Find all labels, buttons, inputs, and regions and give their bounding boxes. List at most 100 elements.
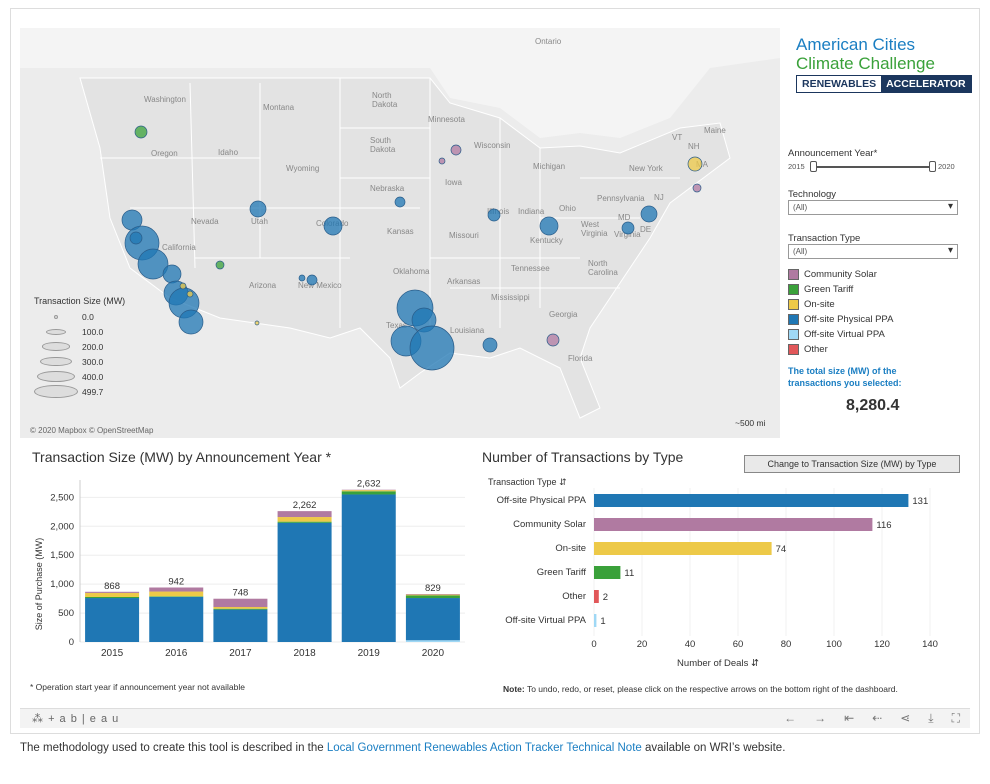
map-bubble[interactable] [306,274,318,286]
bar-segment[interactable] [85,596,140,599]
map-bubble[interactable] [178,309,204,335]
bar-segment[interactable] [85,591,140,593]
bar-chart-title: Transaction Size (MW) by Announcement Ye… [32,449,332,465]
bar-segment[interactable] [405,594,460,596]
year-slider[interactable]: 2015 2020 [788,159,968,175]
bar-segment[interactable] [405,640,460,642]
map-bubble[interactable] [249,200,267,218]
map-bubble[interactable] [179,282,187,290]
map-bubble[interactable] [546,333,560,347]
bar-segment[interactable] [149,596,204,597]
map-bubble[interactable] [186,290,194,298]
bar-segment[interactable] [213,598,268,607]
undo-icon[interactable]: ← [784,711,797,725]
legend-item[interactable]: Community Solar [788,269,968,280]
legend-item[interactable]: Off-site Virtual PPA [788,329,968,340]
bar-segment[interactable] [149,596,204,642]
bar-segment[interactable] [405,598,460,641]
map-label-new-mexico: New Mexico [298,281,342,290]
year-slider-max-handle[interactable] [929,161,936,172]
fullscreen-icon[interactable]: ⛶ [951,711,960,725]
map-bubble[interactable] [687,156,703,172]
map-canvas[interactable]: Ontario Washington Montana North Dakota Minne… [20,28,780,438]
bar-segment[interactable] [213,606,268,609]
hbar[interactable] [594,590,599,603]
bar-segment[interactable] [213,609,268,642]
bar-segment[interactable] [149,587,204,592]
bar-segment[interactable] [213,608,268,610]
redo-icon[interactable]: → [814,711,827,725]
map-label-california: California [162,243,196,252]
x-tick-label: 2020 [422,648,445,659]
change-chart-button[interactable]: Change to Transaction Size (MW) by Type [744,455,960,473]
map-label-wyoming: Wyoming [286,164,319,173]
total-label: The total size (MW) of the transactions … [788,366,902,388]
pause-icon[interactable]: ⇠ [872,711,883,725]
legend-item[interactable]: Green Tariff [788,284,968,295]
map-bubble[interactable] [450,144,462,156]
map-bubble[interactable] [438,157,446,165]
bar-segment[interactable] [277,522,332,642]
bar-segment[interactable] [85,592,140,597]
hbar-value-label: 74 [776,544,787,555]
map-bubble[interactable] [298,274,306,282]
bar-segment[interactable] [341,491,396,495]
map-bubble[interactable] [129,231,143,245]
hbar[interactable] [594,566,621,579]
map-bubble[interactable] [482,337,498,353]
map-label-florida: Florida [568,354,593,363]
hbar[interactable] [594,518,873,531]
map-bubble[interactable] [215,260,225,270]
map-bubble[interactable] [323,216,343,236]
map-label-utah: Utah [251,217,268,226]
map-bubble[interactable] [621,221,635,235]
footer-text-before: The methodology used to create this tool… [20,742,327,754]
bar-segment[interactable] [85,598,140,642]
x-tick-label: 60 [733,639,744,650]
transactions-map[interactable]: Ontario Washington Montana North Dakota Minne… [20,28,780,438]
legend-item[interactable]: Off-site Physical PPA [788,314,968,325]
map-bubble[interactable] [539,216,559,236]
bar-segment[interactable] [405,594,460,595]
map-bubble[interactable] [162,264,182,284]
map-bubble[interactable] [409,325,455,371]
tableau-brand: + a b | e a u [48,713,120,725]
hbar[interactable] [594,614,597,627]
year-slider-min-handle[interactable] [810,161,817,172]
map-bubble[interactable] [254,320,260,326]
map-bubble[interactable] [692,183,702,193]
bar-total-label: 2,632 [357,479,381,490]
category-label: Green Tariff [537,567,587,578]
map-label-north-dakota: North Dakota [372,91,398,109]
bar-segment[interactable] [341,490,396,492]
transaction-select[interactable]: (All) [788,244,958,259]
download-icon[interactable]: ⤓ [928,711,934,725]
bar-segment[interactable] [277,511,332,518]
category-label: Off-site Physical PPA [497,495,587,506]
map-bubble[interactable] [640,205,658,223]
bar-segment[interactable] [277,517,332,522]
hbar[interactable] [594,542,772,555]
map-bubble[interactable] [394,196,406,208]
share-icon[interactable]: ⋖ [900,711,911,725]
map-bubble[interactable] [134,125,148,139]
map-scale: ~500 mi [735,418,766,428]
bar-segment[interactable] [149,591,204,597]
map-bubble[interactable] [487,208,501,222]
size-legend-value: 400.0 [82,371,104,382]
technical-note-link[interactable]: Local Government Renewables Action Track… [326,742,642,754]
legend-item[interactable]: On-site [788,299,968,310]
bar-segment[interactable] [277,521,332,523]
technology-select[interactable]: (All) [788,200,958,215]
revert-icon[interactable]: ⇤ [844,711,855,725]
size-legend-item: 0.0 [34,309,125,324]
bar-segment[interactable] [405,595,460,599]
hbar[interactable] [594,494,909,507]
legend-label: Off-site Virtual PPA [804,329,885,340]
hbar-chart-title: Number of Transactions by Type [482,449,684,465]
bar-segment[interactable] [341,494,396,642]
legend-item[interactable]: Other [788,344,968,355]
map-bubble[interactable] [137,248,169,280]
logo-bar-renewables: RENEWABLES [797,76,882,92]
sort-icon[interactable]: ⇵ [559,477,567,487]
